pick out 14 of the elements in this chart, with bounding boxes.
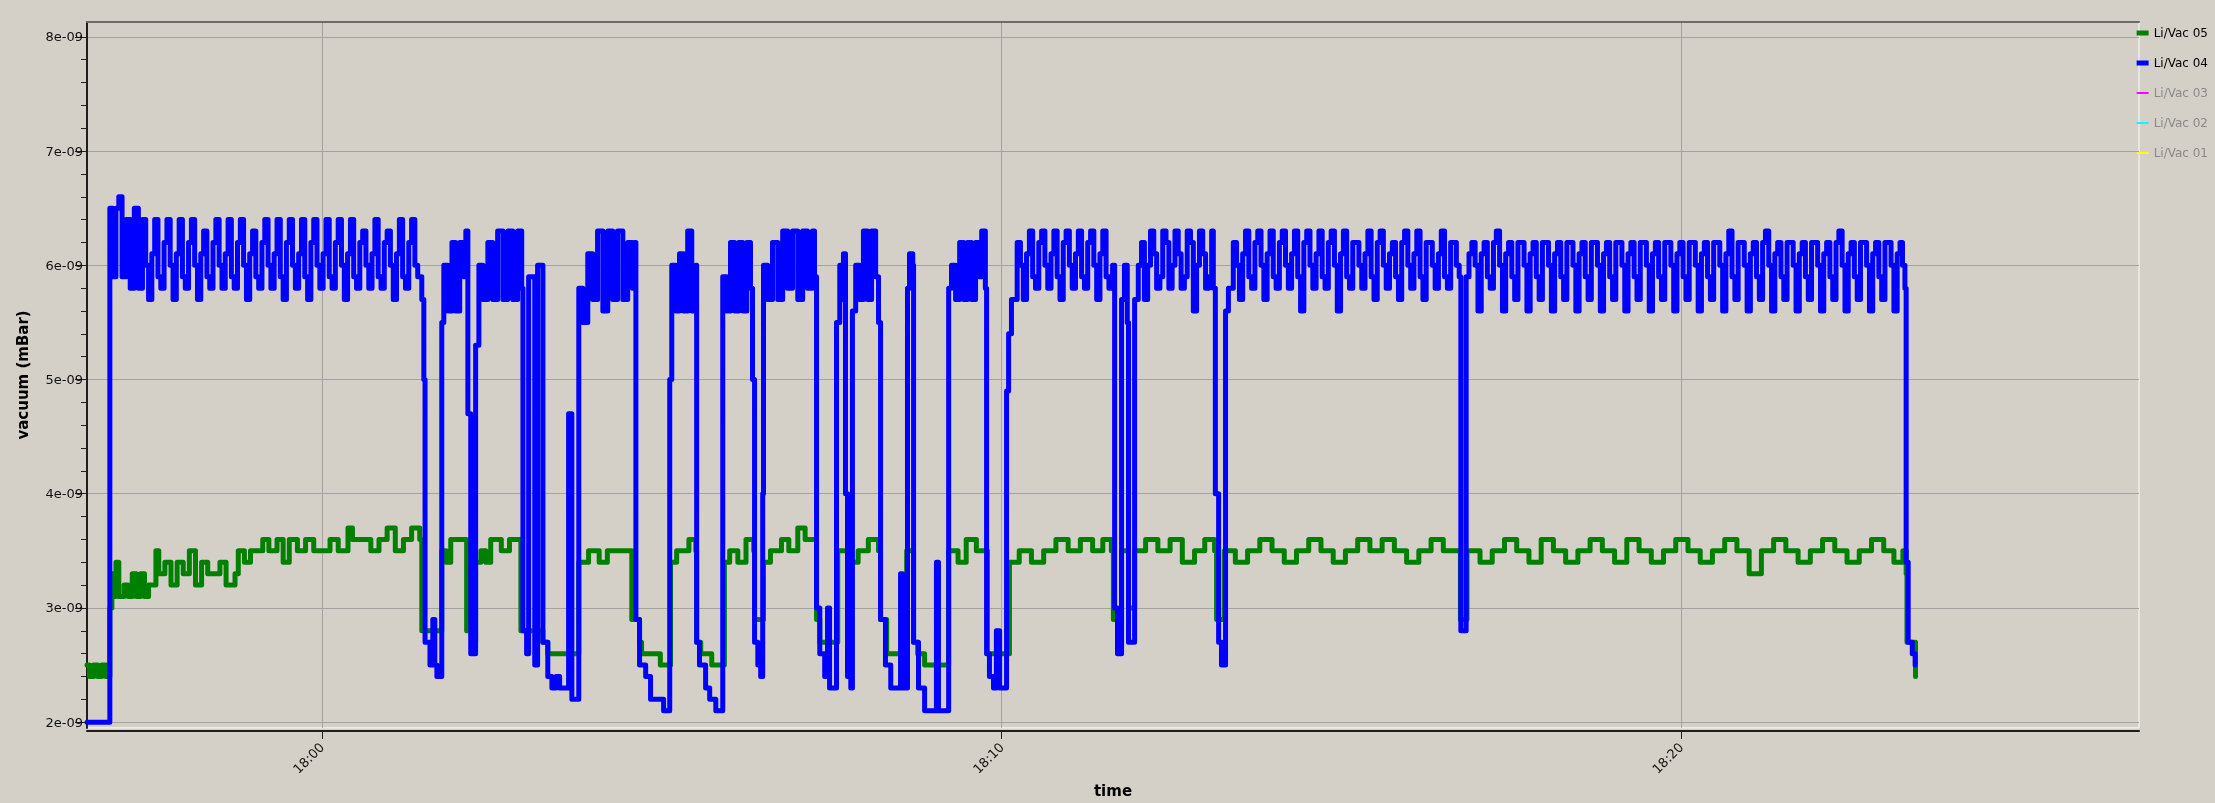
y-tick-label: 5e-09 xyxy=(45,372,83,388)
y-axis-title: vacuum (mBar) xyxy=(13,310,32,440)
legend-label: Li/Vac 03 xyxy=(2153,86,2208,100)
legend-label: Li/Vac 02 xyxy=(2153,116,2208,130)
legend-label: Li/Vac 04 xyxy=(2153,56,2208,70)
y-tick-label: 7e-09 xyxy=(45,143,83,159)
legend-label: Li/Vac 01 xyxy=(2153,146,2208,160)
y-tick-label: 2e-09 xyxy=(45,714,83,730)
x-axis-title: time xyxy=(1093,781,1133,800)
y-tick-label: 6e-09 xyxy=(45,257,83,273)
y-tick-label: 4e-09 xyxy=(45,486,83,502)
legend-label: Li/Vac 05 xyxy=(2153,26,2208,40)
y-tick-label: 3e-09 xyxy=(45,600,83,616)
y-tick-label: 8e-09 xyxy=(45,29,83,45)
